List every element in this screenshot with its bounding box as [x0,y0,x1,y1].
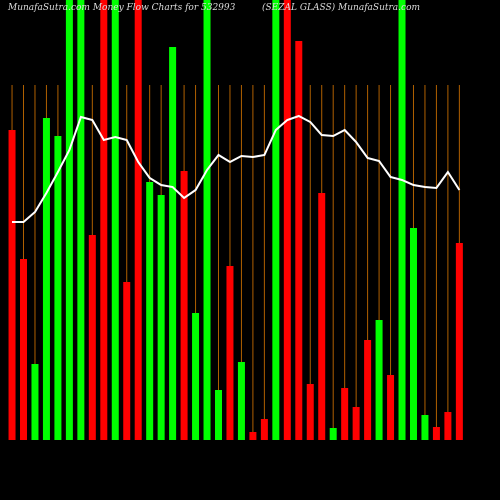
bar [31,364,39,440]
bar [260,419,268,440]
bar [100,0,108,440]
bar [306,384,314,440]
bar [169,47,177,440]
bar [88,235,96,440]
bar [157,195,165,440]
bar [295,41,303,440]
bar [387,375,395,440]
bar [318,193,326,440]
bar [272,0,280,440]
bar [226,266,234,440]
bar [65,0,73,440]
bar [111,0,119,440]
bar [329,428,337,440]
bar [54,136,62,440]
bar [237,362,245,440]
bar [192,313,200,440]
bar [375,320,383,440]
bar [444,412,452,440]
bar [8,130,16,440]
bar [123,282,131,440]
bar [398,0,406,440]
bar [134,0,142,440]
bar [341,388,349,440]
bar [77,0,85,440]
bar [283,0,291,440]
bar [203,0,211,440]
bar [409,228,417,440]
bar [20,259,28,440]
bar [214,390,222,440]
bar [180,171,188,440]
chart-title: MunafaSutra.com Money Flow Charts for 53… [7,3,236,13]
bar [352,407,360,440]
bar [249,432,257,440]
chart-subtitle: (SEZAL GLASS) MunafaSutra.com [262,2,420,13]
bar [146,182,154,440]
bar [455,243,463,440]
bar [432,427,440,440]
bar [364,340,372,440]
bar [42,118,50,440]
bar [421,415,429,440]
flow-line [12,114,461,223]
